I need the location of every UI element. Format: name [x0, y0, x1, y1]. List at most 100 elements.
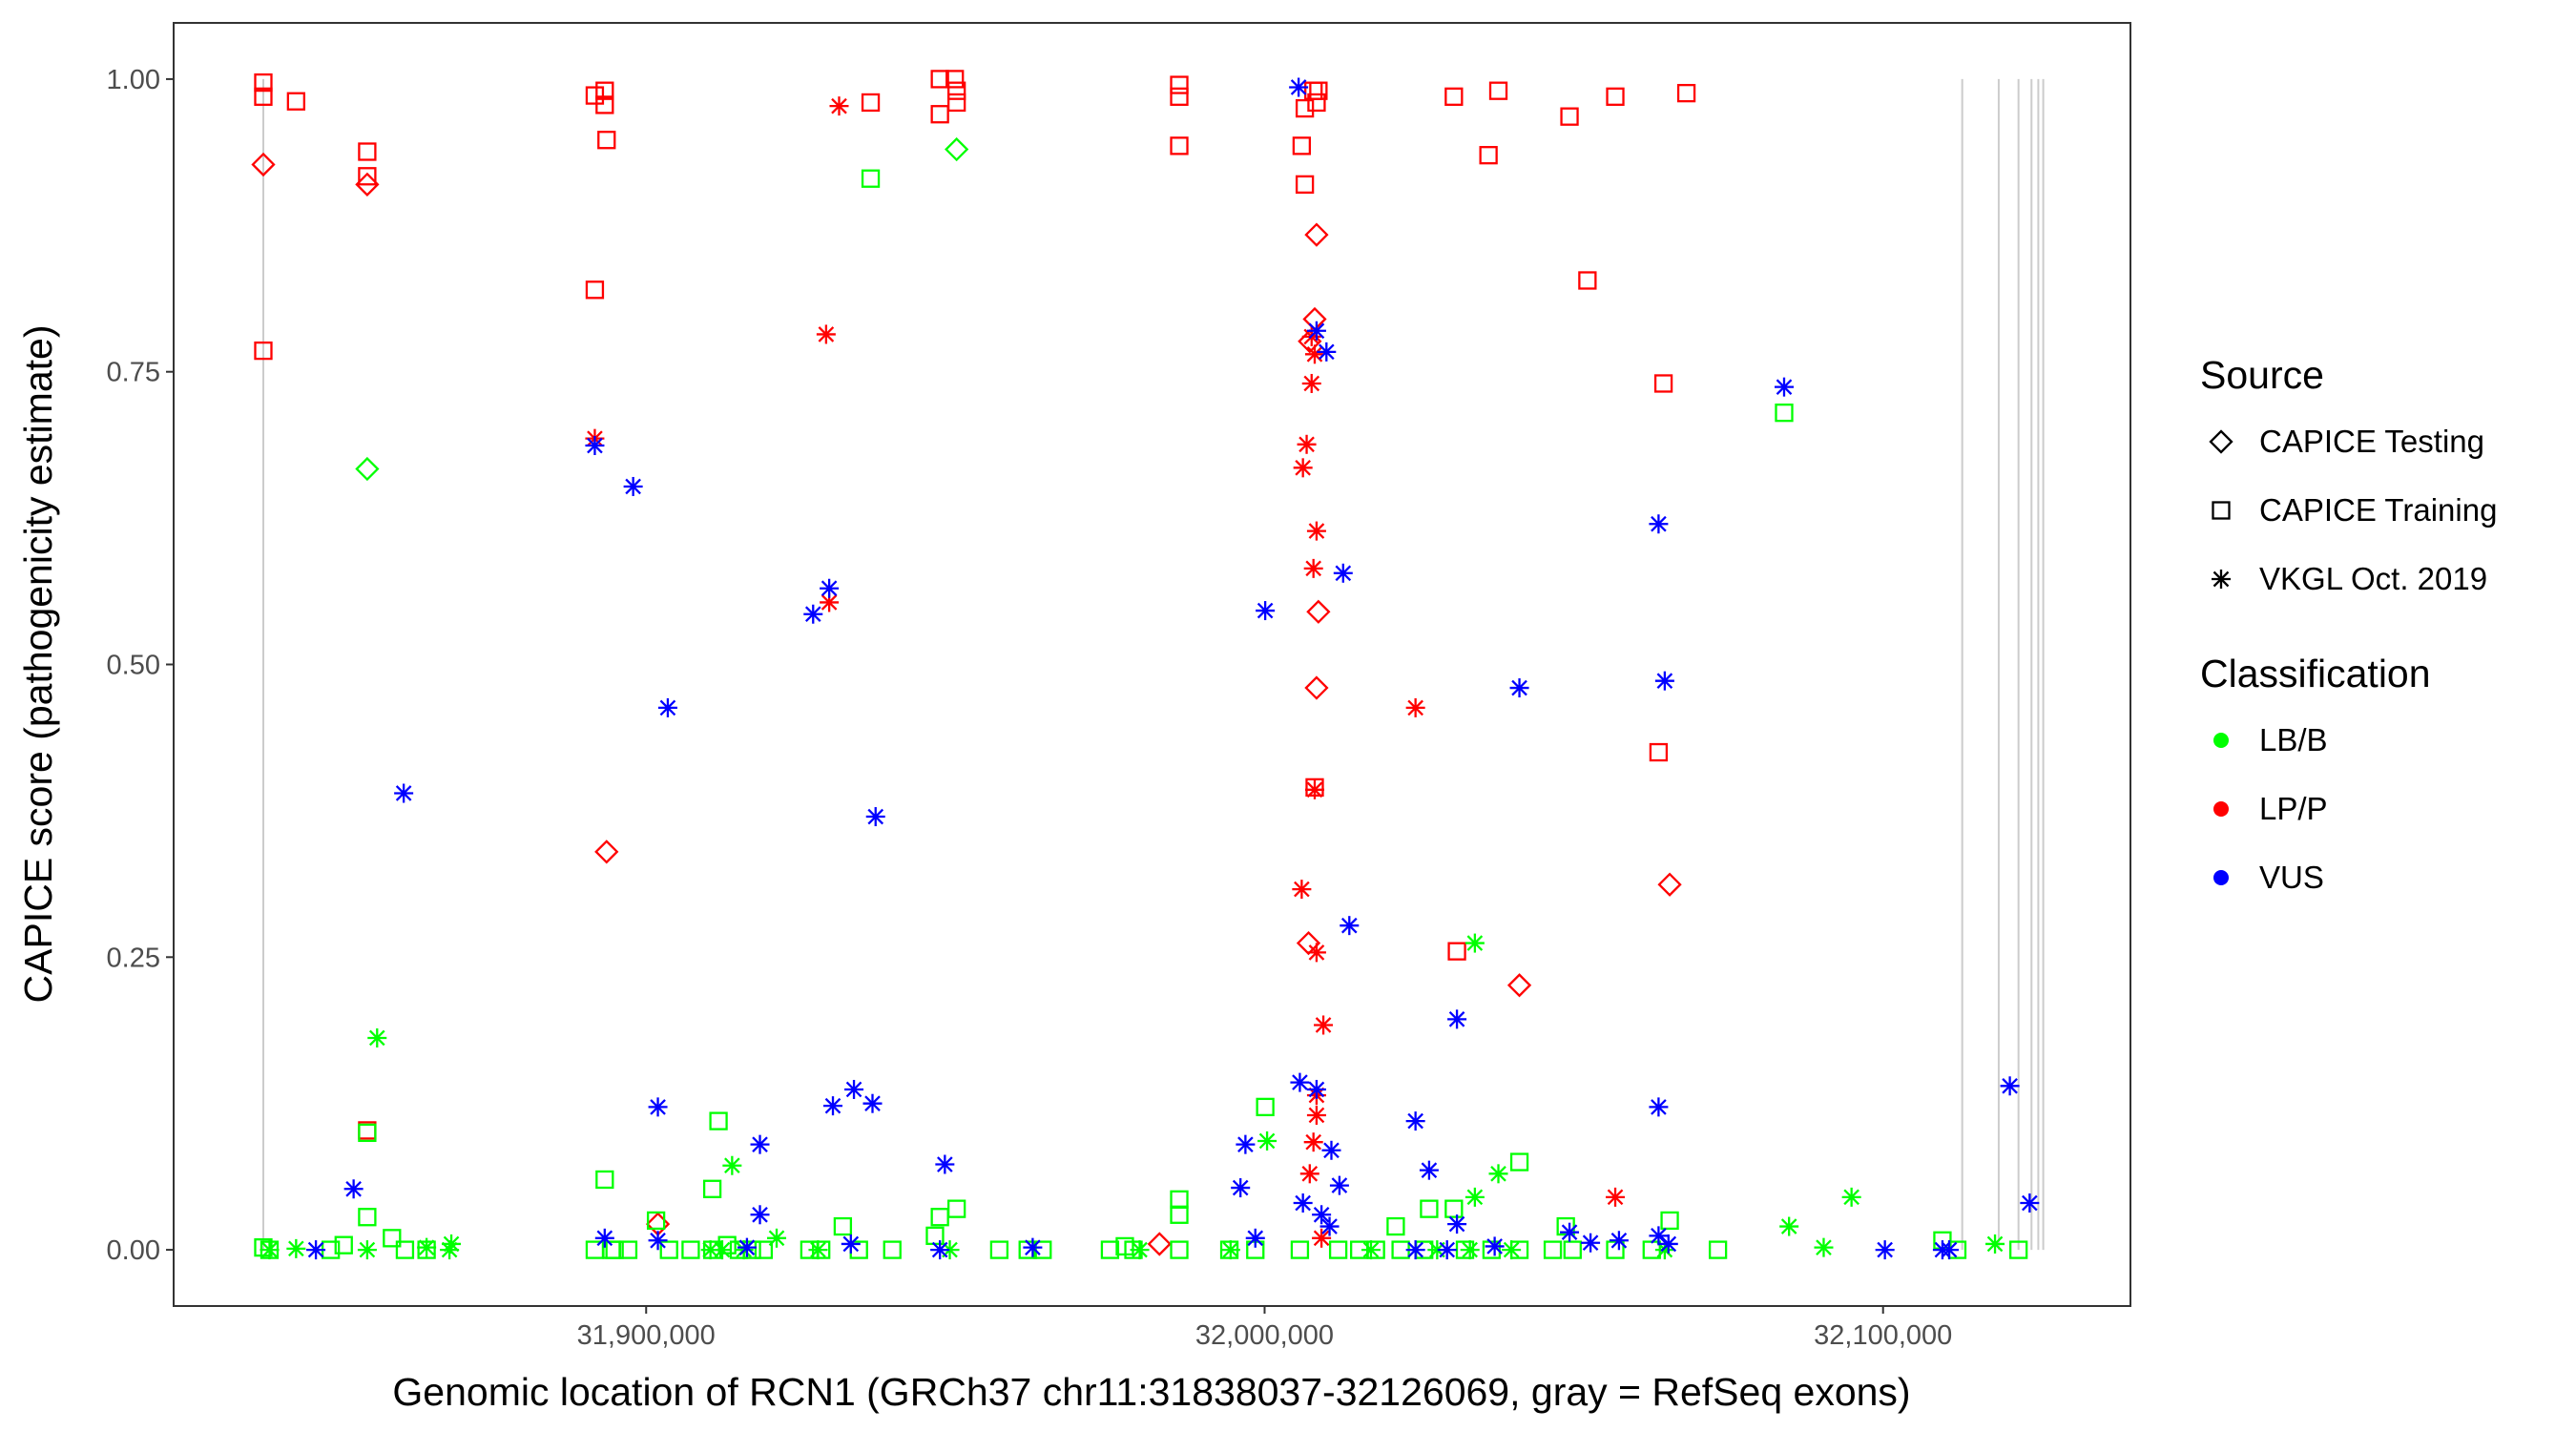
- diamond-icon: [2200, 421, 2242, 463]
- data-point: [306, 1240, 326, 1260]
- data-point: [1293, 1193, 1313, 1213]
- data-point: [1447, 1009, 1467, 1029]
- dot-icon: [2200, 719, 2242, 761]
- data-point: [1775, 404, 1794, 423]
- legend-label: VUS: [2259, 860, 2324, 895]
- data-point: [1307, 93, 1326, 113]
- y-axis: 0.00 0.25 0.50 0.75 1.00: [107, 65, 174, 1266]
- dot-icon: [2200, 788, 2242, 830]
- data-point: [355, 172, 380, 197]
- data-point: [722, 1155, 742, 1175]
- legend-label: LP/P: [2259, 791, 2328, 826]
- data-point: [702, 1179, 722, 1198]
- y-axis-title: CAPICE score (pathogenicity estimate): [16, 325, 60, 1004]
- data-point: [1306, 943, 1326, 963]
- data-point: [808, 1240, 828, 1260]
- data-point: [1295, 98, 1315, 118]
- data-point: [1488, 1164, 1508, 1184]
- data-point: [1297, 434, 1317, 454]
- data-point: [602, 1240, 621, 1259]
- legend-item-lp-p: LP/P: [2200, 775, 2497, 843]
- data-point: [1306, 1105, 1326, 1125]
- data-point: [1606, 87, 1625, 106]
- data-point: [862, 1093, 883, 1113]
- data-point: [1814, 1237, 1834, 1257]
- data-point: [595, 95, 614, 114]
- data-point: [1649, 1097, 1669, 1117]
- data-point: [1328, 1240, 1348, 1259]
- data-point: [1309, 81, 1328, 100]
- data-point: [1774, 377, 1794, 397]
- data-point: [1657, 872, 1682, 897]
- data-point: [945, 136, 969, 162]
- data-point: [1170, 1240, 1189, 1259]
- data-point: [1303, 1132, 1323, 1152]
- data-point: [358, 142, 377, 161]
- data-point: [1295, 175, 1315, 195]
- data-point: [1289, 77, 1309, 97]
- data-point: [1256, 1097, 1275, 1117]
- data-point: [833, 1216, 853, 1236]
- data-point: [823, 1096, 843, 1116]
- data-point: [1236, 1134, 1256, 1154]
- data-point: [395, 1240, 415, 1259]
- data-point: [585, 436, 605, 456]
- data-point: [1676, 83, 1696, 103]
- data-point: [1301, 373, 1321, 393]
- data-point: [1653, 374, 1673, 393]
- data-point: [343, 1179, 364, 1199]
- data-point: [930, 70, 949, 89]
- x-axis-title: Genomic location of RCN1 (GRCh37 chr11:3…: [392, 1370, 1910, 1414]
- data-point: [1306, 1079, 1326, 1099]
- y-tick-label: 0.75: [107, 358, 160, 388]
- data-point: [1578, 271, 1597, 290]
- data-point: [1444, 87, 1464, 106]
- data-point: [935, 1154, 955, 1174]
- data-points: [251, 70, 2040, 1260]
- data-point: [358, 1208, 377, 1227]
- data-point: [754, 1240, 774, 1259]
- legend-source: Source CAPICE Testing CAPICE Training VKGL…: [2200, 353, 2497, 613]
- y-tick-label: 0.25: [107, 943, 160, 973]
- data-point: [1100, 1240, 1120, 1259]
- dot-icon: [2200, 857, 2242, 899]
- data-point: [1609, 1231, 1629, 1251]
- data-point: [930, 1208, 949, 1227]
- data-point: [1485, 1236, 1505, 1256]
- data-point: [1543, 1240, 1563, 1259]
- data-point: [1437, 1240, 1457, 1260]
- data-point: [1708, 1240, 1728, 1259]
- square-icon: [2200, 489, 2242, 531]
- data-point: [1170, 1190, 1189, 1209]
- data-point: [1130, 1240, 1150, 1260]
- data-point: [2000, 1076, 2020, 1096]
- data-point: [648, 1231, 668, 1251]
- data-point: [286, 92, 305, 111]
- data-point: [585, 86, 605, 105]
- data-point: [1649, 742, 1669, 762]
- data-point: [1303, 558, 1323, 578]
- legend-classification-title: Classification: [2200, 652, 2431, 695]
- data-point: [930, 1240, 950, 1260]
- data-point: [1306, 521, 1326, 541]
- legend-item-lb-b: LB/B: [2200, 706, 2497, 775]
- data-point: [1658, 1234, 1678, 1254]
- data-point: [594, 840, 619, 864]
- data-point: [1502, 1240, 1522, 1260]
- data-point: [334, 1235, 353, 1255]
- asterisk-icon: [2200, 558, 2242, 600]
- exon-lines: [261, 78, 2045, 1251]
- legend-key-square: [2212, 501, 2231, 520]
- data-point: [659, 1240, 678, 1259]
- data-point: [861, 93, 881, 113]
- data-point: [1170, 1205, 1189, 1224]
- data-point: [1293, 458, 1313, 478]
- data-point: [585, 280, 605, 300]
- data-point: [1023, 1237, 1043, 1257]
- data-point: [1245, 1228, 1265, 1248]
- data-point: [1654, 671, 1674, 691]
- data-point: [1290, 1072, 1310, 1092]
- data-point: [1488, 81, 1508, 100]
- data-point: [1419, 1160, 1439, 1180]
